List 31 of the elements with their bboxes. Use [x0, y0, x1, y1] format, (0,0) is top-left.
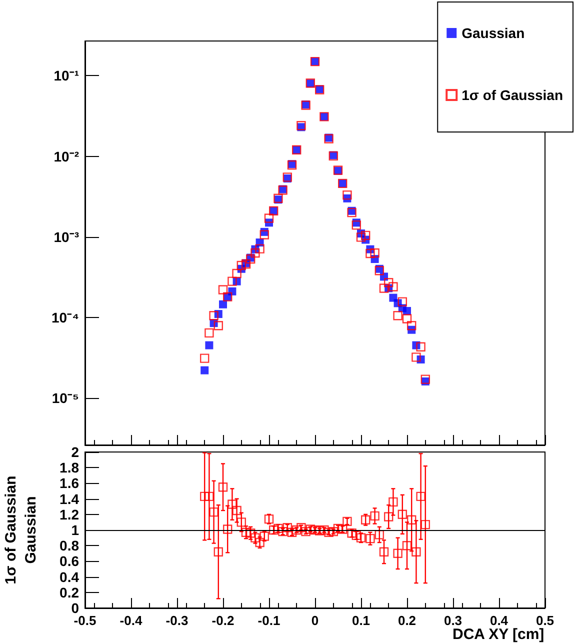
x-axis-title: DCA XY [cm] [452, 626, 544, 643]
x-tick-label: -0.5 [74, 613, 96, 628]
y-tick-label: 10⁻⁴ [52, 309, 80, 326]
x-tick-label: -0.1 [258, 613, 280, 628]
x-tick-label: 0.3 [444, 613, 462, 628]
y-tick-label: 1.6 [60, 475, 80, 492]
y-tick-label: 10⁻¹ [54, 68, 80, 84]
y-tick-label: 0.2 [60, 584, 80, 600]
x-tick-label: 0 [311, 613, 319, 628]
y-tick-label: 1.2 [60, 506, 80, 522]
y-tick-label: 1.4 [60, 490, 80, 507]
x-tick-label: -0.3 [166, 613, 188, 628]
x-tick-label: 0.2 [398, 613, 416, 628]
x-tick-label: 0.1 [352, 613, 370, 628]
x-tick-label: -0.4 [120, 613, 143, 628]
y-tick-label: 2 [71, 444, 80, 460]
y-tick-label: 10⁻⁵ [52, 390, 79, 406]
legend-label: Gaussian [462, 25, 525, 41]
y-tick-label: 0.6 [60, 553, 80, 570]
y-tick-label: 0 [71, 600, 80, 616]
y-tick-label: 1.8 [60, 460, 80, 476]
y-tick-label: 1 [71, 522, 80, 538]
y-tick-label: 0.8 [60, 538, 80, 554]
y-tick-label: 0.4 [60, 568, 80, 585]
legend-label: 1σ of Gaussian [462, 87, 564, 103]
x-tick-label: 0.5 [536, 613, 554, 628]
y-tick-label: 10⁻² [54, 148, 80, 164]
y-tick-label: 10⁻³ [54, 228, 80, 245]
x-tick-label: -0.2 [212, 613, 234, 628]
y-axis-title: 1σ of Gaussian Gaussian [2, 476, 40, 584]
x-tick-label: 0.4 [490, 613, 509, 628]
